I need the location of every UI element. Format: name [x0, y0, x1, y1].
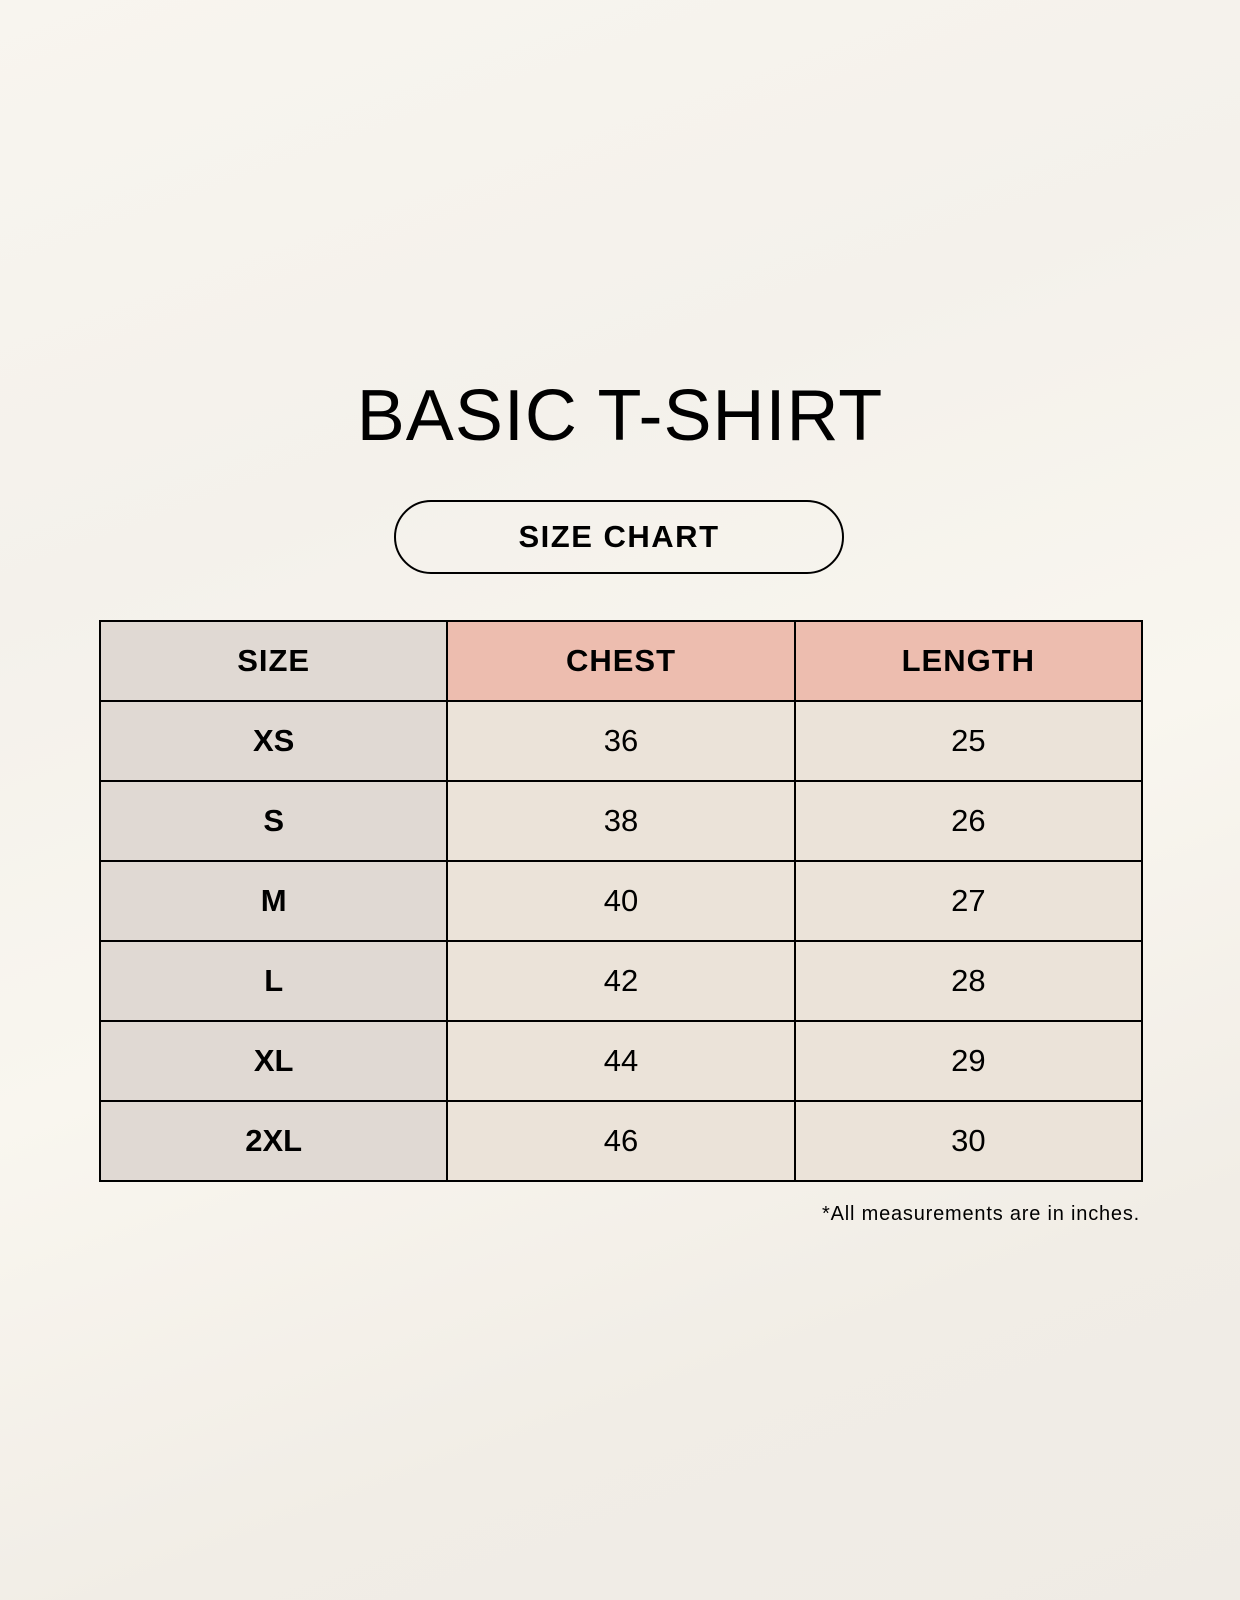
length-cell: 26: [793, 780, 1144, 862]
table-header-row: SIZE CHEST LENGTH: [98, 620, 1144, 702]
chest-cell: 42: [446, 940, 796, 1022]
chest-cell: 44: [446, 1020, 796, 1102]
size-cell: 2XL: [98, 1100, 449, 1182]
page-title: BASIC T-SHIRT: [356, 376, 884, 456]
chest-cell: 40: [446, 860, 796, 942]
header-size: SIZE: [98, 620, 449, 702]
chest-cell: 36: [446, 700, 796, 782]
size-chart-label: SIZE CHART: [394, 500, 844, 574]
table-row: S 38 26: [98, 780, 1144, 862]
header-length: LENGTH: [793, 620, 1144, 702]
table-row: 2XL 46 30: [98, 1100, 1144, 1182]
measurement-note: *All measurements are in inches.: [822, 1203, 1140, 1225]
size-cell: XS: [98, 700, 449, 782]
length-cell: 27: [793, 860, 1144, 942]
length-cell: 30: [793, 1100, 1144, 1182]
header-chest: CHEST: [446, 620, 796, 702]
size-cell: XL: [98, 1020, 449, 1102]
size-cell: M: [98, 860, 449, 942]
table-row: XS 36 25: [98, 700, 1144, 782]
length-cell: 29: [793, 1020, 1144, 1102]
size-cell: S: [98, 780, 449, 862]
table-row: L 42 28: [98, 940, 1144, 1022]
length-cell: 28: [793, 940, 1144, 1022]
table-row: XL 44 29: [98, 1020, 1144, 1102]
size-chart-table: SIZE CHEST LENGTH XS 36 25 S 38 26 M 40 27 L 42 28 X…: [98, 620, 1144, 1182]
chest-cell: 46: [446, 1100, 796, 1182]
table-row: M 40 27: [98, 860, 1144, 942]
size-cell: L: [98, 940, 449, 1022]
chest-cell: 38: [446, 780, 796, 862]
length-cell: 25: [793, 700, 1144, 782]
